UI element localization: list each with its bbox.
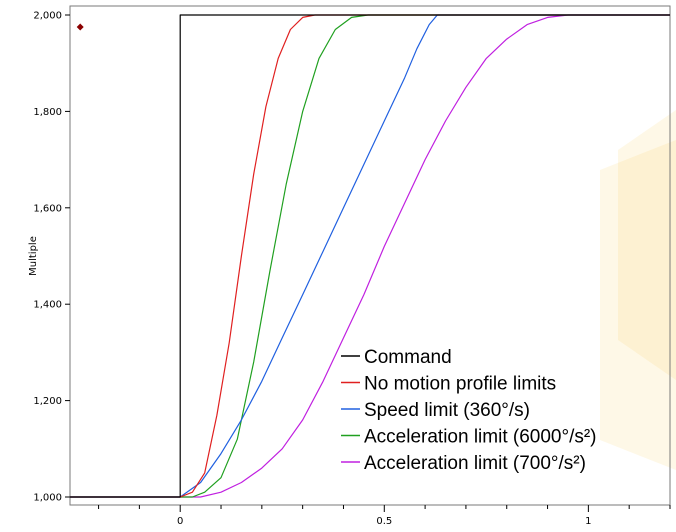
- y-tick-label: 1,800: [33, 107, 62, 118]
- legend-label: Speed limit (360°/s): [364, 400, 530, 421]
- legend-label: Command: [364, 347, 452, 368]
- y-tick-label: 2,000: [33, 11, 62, 22]
- series-layer: [70, 14, 670, 498]
- y-tick-label: 1,000: [33, 493, 62, 504]
- series-line: [70, 14, 670, 498]
- data-marker: [76, 23, 84, 31]
- y-tick-label: 1,600: [33, 203, 62, 214]
- y-axis-title: Multiple: [28, 236, 39, 276]
- series-line: [70, 14, 670, 498]
- x-tick-label: 0: [177, 516, 183, 527]
- x-tick-label: 1: [585, 516, 591, 527]
- series-line: [70, 14, 670, 498]
- legend: Command No motion profile limits Speed lim…: [341, 347, 597, 474]
- x-axis: 0 0.5 1: [98, 505, 671, 527]
- x-tick-label: 0.5: [376, 516, 392, 527]
- y-tick-label: 1,200: [33, 396, 62, 407]
- series-line: [70, 14, 670, 498]
- legend-label: Acceleration limit (6000°/s²): [364, 427, 597, 448]
- legend-label: Acceleration limit (700°/s²): [364, 453, 586, 474]
- y-axis: 1,000 1,200 1,400 1,600 1,800 2,000: [33, 11, 70, 504]
- y-tick-label: 1,400: [33, 300, 62, 311]
- watermark: [600, 110, 676, 470]
- legend-label: No motion profile limits: [364, 374, 556, 395]
- series-line: [70, 14, 670, 498]
- plot-area: [69, 5, 671, 506]
